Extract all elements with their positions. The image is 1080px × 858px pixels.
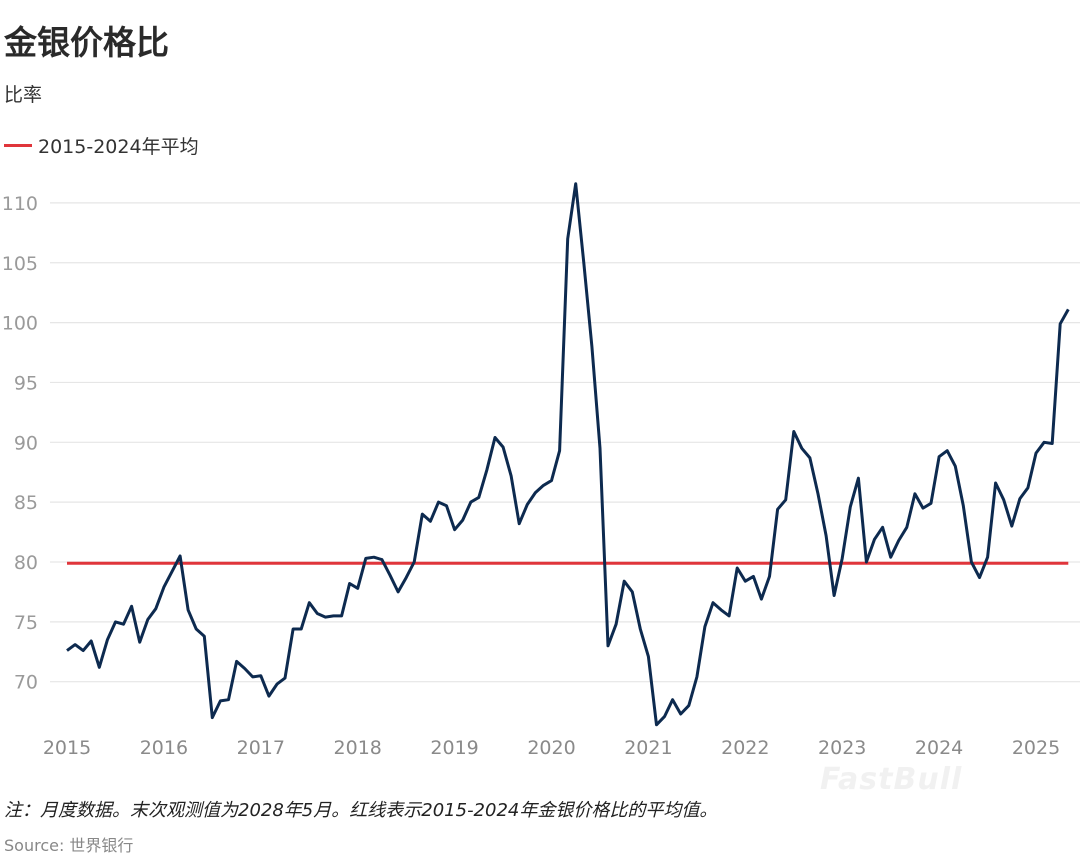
chart: 70 75 80 85 90 95 100 105 110 2015 2016 2017 2018 201… [2, 182, 1080, 759]
y-tick-label: 75 [14, 612, 38, 634]
y-axis-label: 比率 [4, 84, 43, 106]
x-tick-label: 2022 [721, 737, 769, 759]
series-line [66, 182, 1070, 727]
x-tick-label: 2015 [43, 737, 91, 759]
x-tick-label: 2017 [237, 737, 285, 759]
x-tick-label: 2023 [818, 737, 866, 759]
y-tick-label: 90 [14, 432, 38, 454]
y-tick-label: 100 [2, 313, 38, 335]
chart-title: 金银价格比 [4, 23, 169, 62]
y-tick-label: 85 [14, 492, 38, 514]
footnote: 注：月度数据。末次观测值为2028年5月。红线表示2015-2024年金银价格比… [4, 800, 718, 821]
legend-label-average: 2015-2024年平均 [38, 136, 199, 158]
y-tick-label: 105 [2, 253, 38, 275]
x-tick-label: 2021 [624, 737, 672, 759]
legend: 2015-2024年平均 [4, 132, 199, 159]
x-tick-label: 2020 [527, 737, 575, 759]
x-tick-label: 2025 [1012, 737, 1060, 759]
x-tick-label: 2016 [140, 737, 188, 759]
legend-swatch-average [4, 144, 32, 147]
y-tick-label: 110 [2, 193, 38, 215]
y-tick-label: 95 [14, 372, 38, 394]
x-tick-label: 2019 [430, 737, 478, 759]
source: Source: 世界银行 [4, 836, 134, 855]
x-tick-label: 2024 [915, 737, 963, 759]
y-tick-label: 70 [14, 672, 38, 694]
watermark-logo: FastBull [820, 762, 963, 797]
y-tick-label: 80 [14, 552, 38, 574]
x-tick-label: 2018 [334, 737, 382, 759]
